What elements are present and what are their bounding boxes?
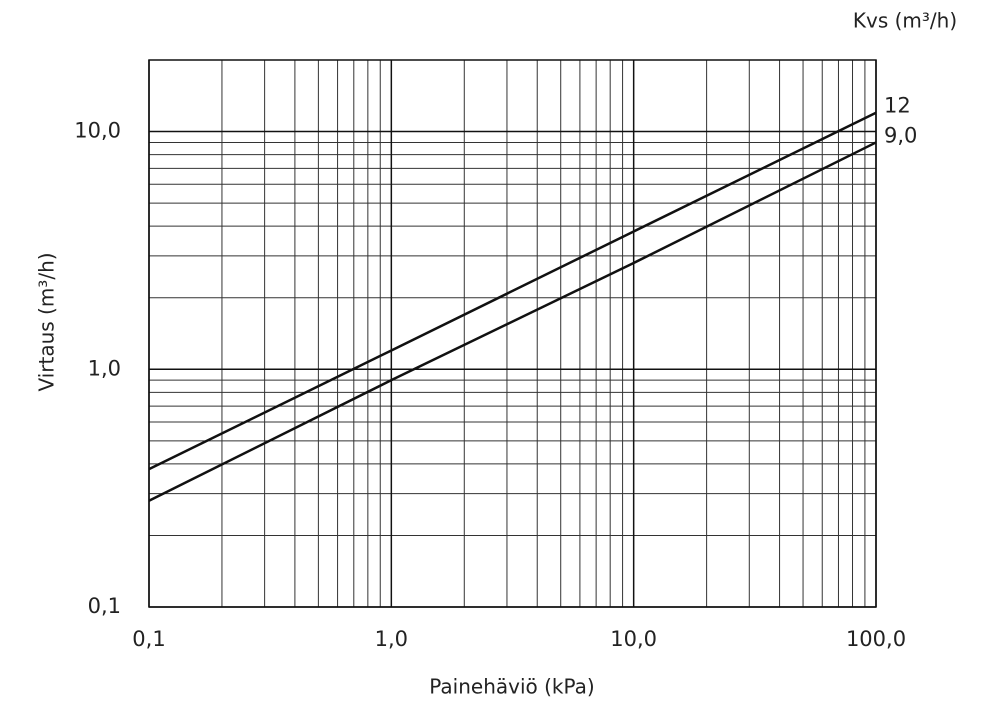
series-line [148,141,877,502]
series-line [148,111,877,471]
y-tick-label: 0,1 [88,594,121,618]
y-tick-label: 10,0 [74,119,121,143]
y-tick-label: 1,0 [88,356,121,380]
series-label: 9,0 [884,123,917,147]
legend-title: Kvs (m³/h) [853,9,957,33]
x-tick-label: 10,0 [610,627,657,651]
plot-frame [148,59,877,608]
x-tick-label: 0,1 [132,627,165,651]
x-axis-label: Painehäviö (kPa) [429,675,594,699]
x-tick-label: 1,0 [375,627,408,651]
series-label: 12 [884,94,911,118]
y-axis-label: Virtaus (m³/h) [35,252,59,391]
x-tick-label: 100,0 [846,627,906,651]
